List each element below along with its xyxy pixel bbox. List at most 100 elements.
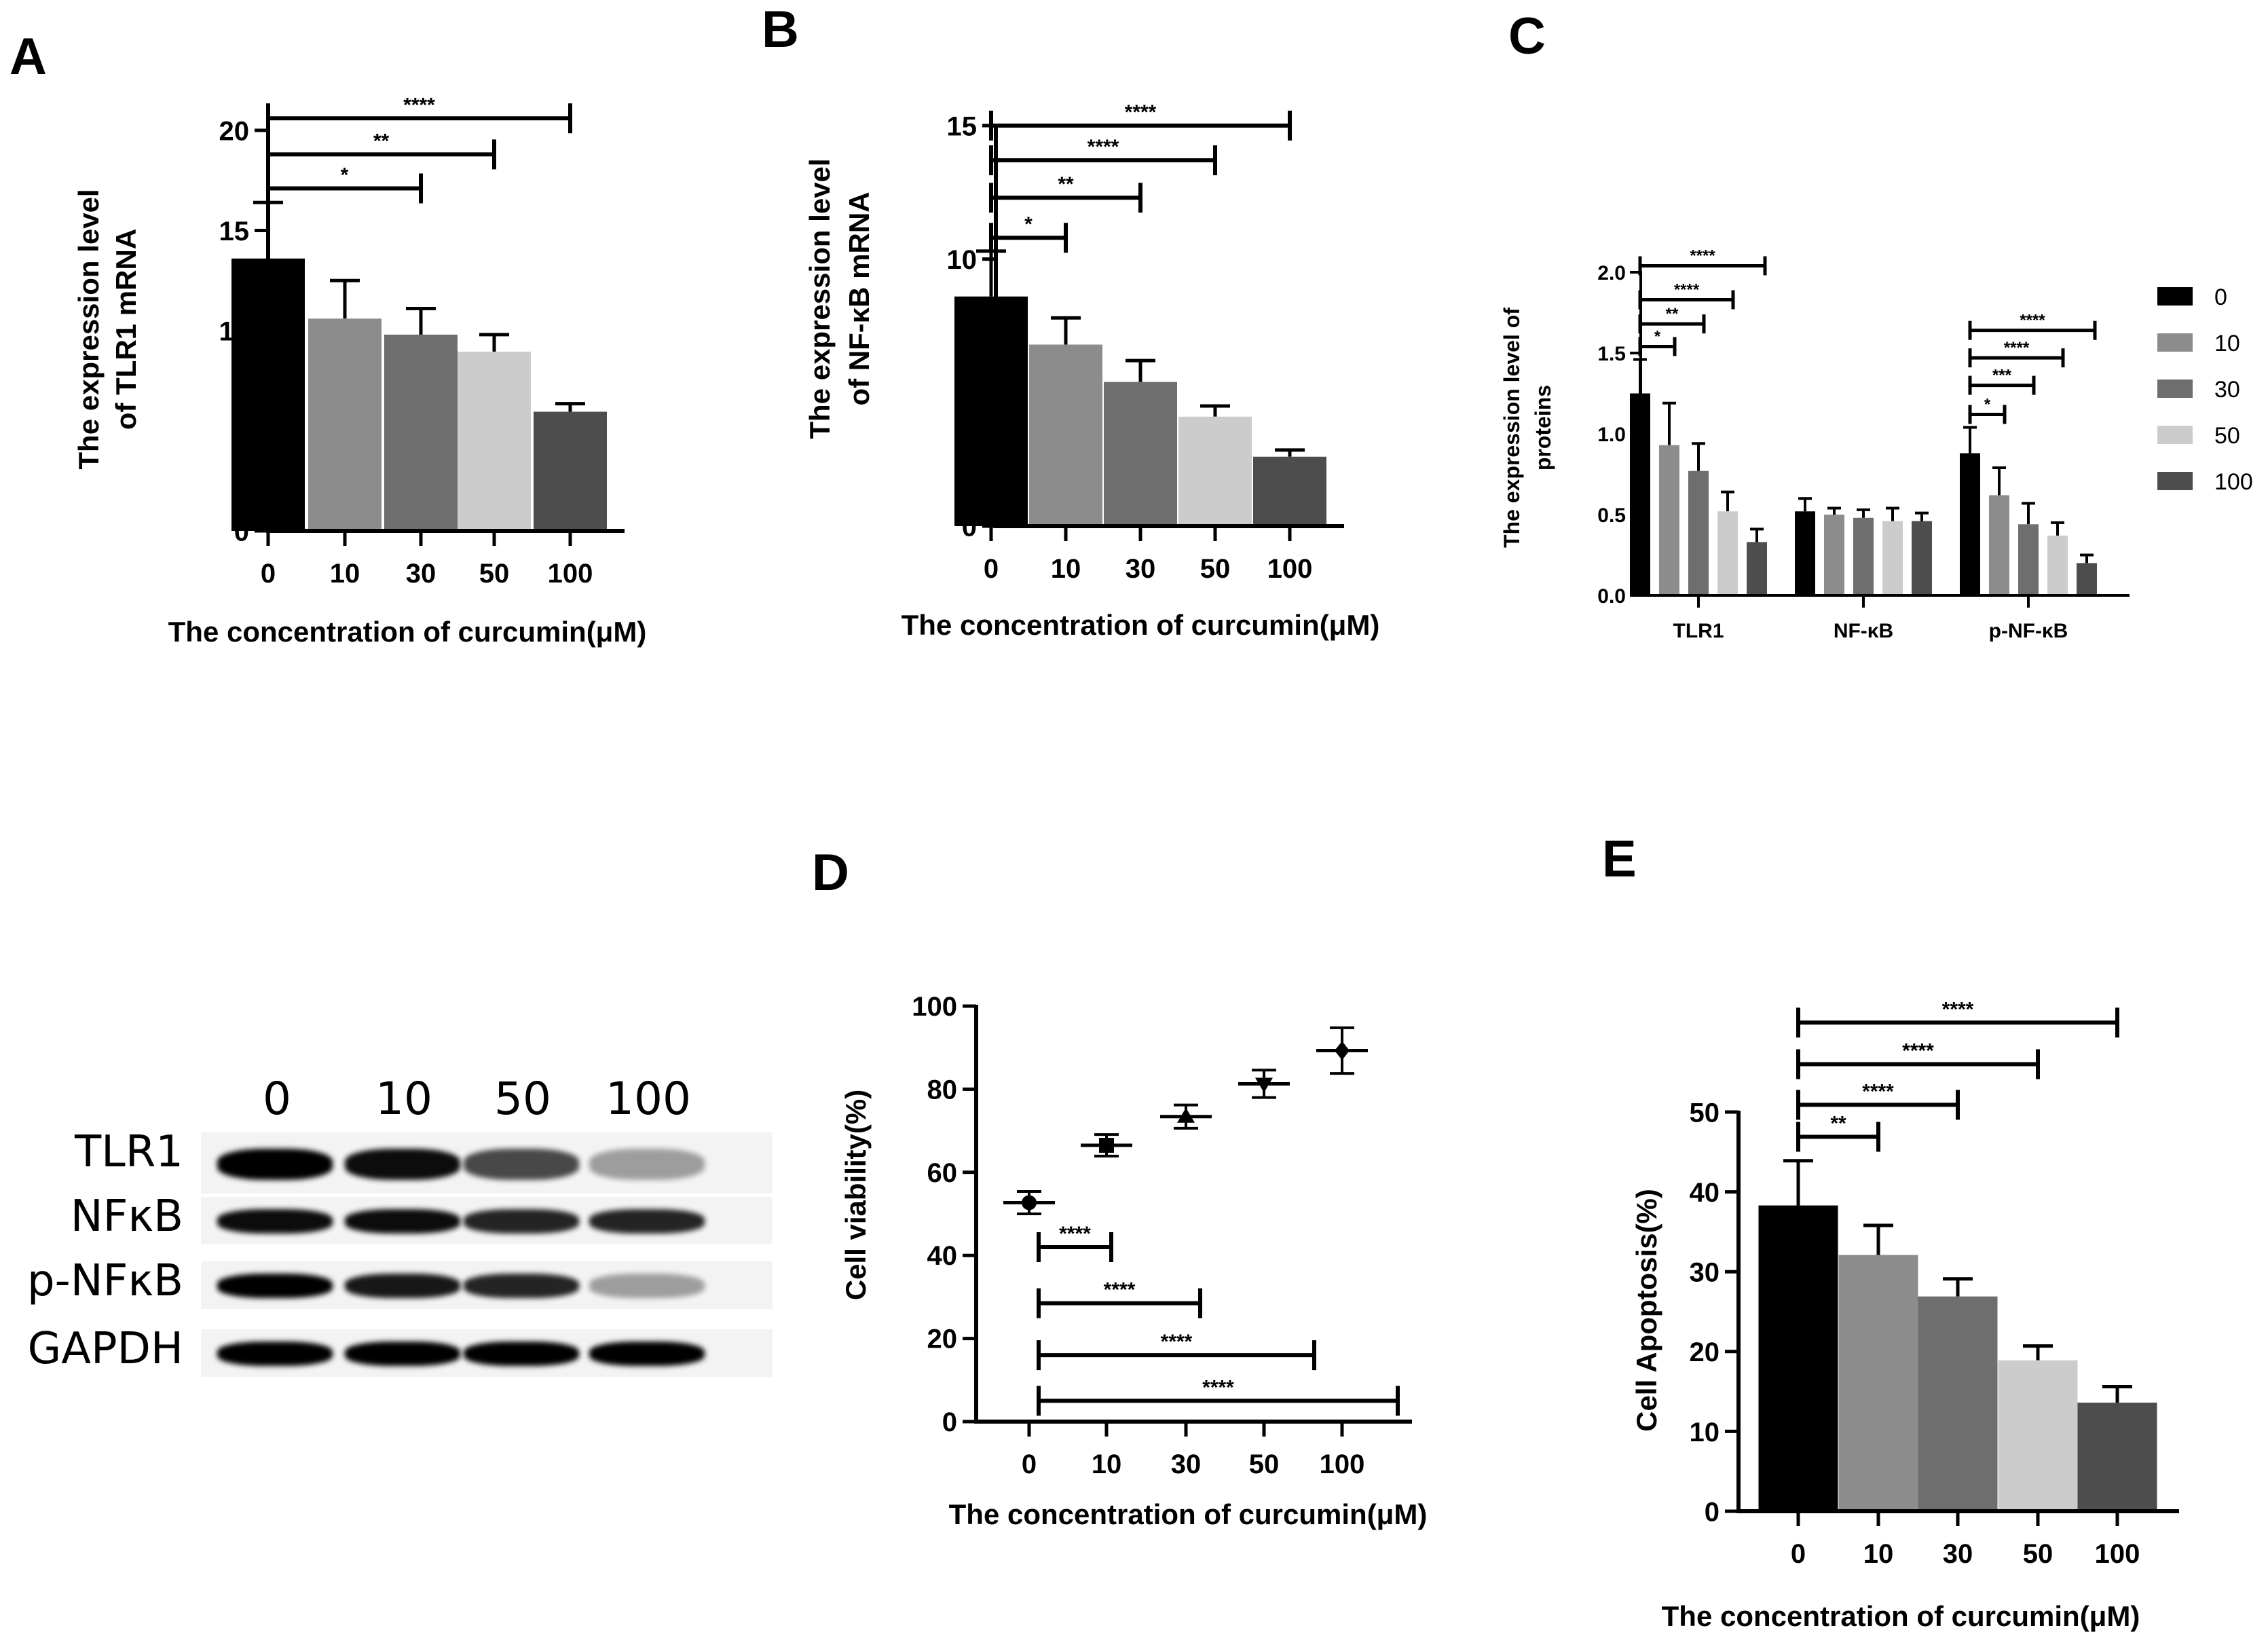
- significance-label: ****: [1202, 1376, 1234, 1399]
- x-tick-label: 0: [984, 554, 999, 584]
- significance-label: ****: [1087, 136, 1119, 158]
- panel-label-a: A: [10, 28, 47, 86]
- y-tick-label: 15: [947, 111, 978, 141]
- significance-label: ****: [1942, 998, 1974, 1020]
- blot-band: [217, 1341, 333, 1366]
- blot-band: [464, 1209, 579, 1234]
- blot-lane-label: 100: [606, 1073, 691, 1125]
- y-tick-label: 20: [219, 116, 250, 146]
- x-tick-label: 10: [1092, 1449, 1122, 1479]
- blot-lane-label: 10: [375, 1073, 432, 1125]
- y-axis-label: Cell Apoptosis(%): [1631, 1189, 1662, 1432]
- y-tick-label: 0: [942, 1407, 957, 1437]
- panel-label-e: E: [1602, 830, 1637, 888]
- legend-swatch-30: [2157, 380, 2193, 398]
- bar-C-TLR1-100: [1747, 542, 1767, 595]
- blot-lane-label: 0: [263, 1073, 291, 1125]
- x-tick-label: 50: [2023, 1539, 2053, 1569]
- blot-band: [217, 1149, 333, 1180]
- significance-label: ***: [1992, 367, 2012, 385]
- bar-C-TLR1-30: [1688, 470, 1709, 595]
- blot-row-label: p-NFκB: [26, 1256, 183, 1306]
- bar-A-30: [384, 334, 458, 531]
- marker-triangle-up: [1177, 1107, 1195, 1123]
- y-tick-label: 10: [1690, 1418, 1720, 1447]
- x-tick-label: 100: [1320, 1449, 1365, 1479]
- legend-label: 0: [2214, 284, 2227, 310]
- y-axis-label: The expression level: [73, 189, 105, 469]
- significance-label: ****: [1674, 280, 1700, 299]
- bar-A-10: [308, 318, 382, 531]
- y-tick-label: 0: [962, 512, 977, 542]
- x-axis-label: The concentration of curcumin(μM): [1662, 1600, 2140, 1632]
- western-blot: 0 10 50 100 TLR1 NFκB p-NFκB GAPDH: [0, 1018, 815, 1460]
- bar-B-0: [954, 296, 1028, 526]
- legend-label: 50: [2214, 423, 2240, 449]
- significance-label: **: [373, 130, 390, 152]
- bar-C-p-NF-κB-100: [2077, 563, 2097, 595]
- bar-C-NF-κB-30: [1853, 517, 1874, 595]
- y-axis-label: of NF-κB mRNA: [843, 191, 875, 405]
- significance-label: *: [1654, 327, 1661, 346]
- legend-label: 10: [2214, 331, 2240, 356]
- y-tick-label: 20: [927, 1325, 958, 1354]
- blot-row-label: GAPDH: [27, 1324, 183, 1374]
- bar-C-NF-κB-100: [1912, 521, 1932, 595]
- x-tick-label: 50: [1249, 1449, 1280, 1479]
- significance-label: *: [341, 164, 349, 187]
- significance-label: ****: [2020, 312, 2045, 330]
- marker-square: [1099, 1138, 1114, 1153]
- y-tick-label: 80: [927, 1075, 958, 1105]
- blot-band: [345, 1274, 460, 1298]
- blot-band: [345, 1341, 460, 1366]
- bar-E-0: [1758, 1205, 1838, 1511]
- x-tick-label: 10: [330, 559, 360, 589]
- blot-band: [589, 1149, 705, 1180]
- significance-label: *: [1024, 213, 1033, 236]
- bar-B-50: [1178, 416, 1252, 526]
- x-tick-label: 100: [1267, 554, 1313, 584]
- legend-label: 100: [2214, 469, 2253, 495]
- x-tick-label: 50: [479, 559, 510, 589]
- y-tick-label: 0.5: [1597, 504, 1626, 527]
- bar-C-NF-κB-0: [1795, 511, 1815, 595]
- x-tick-label: 100: [2095, 1539, 2140, 1569]
- x-tick-label: 10: [1863, 1539, 1894, 1569]
- significance-label: ****: [1104, 1279, 1136, 1301]
- panel-label-b: B: [762, 1, 799, 58]
- x-tick-label: 30: [1171, 1449, 1202, 1479]
- y-axis-label: Cell viability(%): [840, 1090, 872, 1300]
- blot-row-label: TLR1: [75, 1127, 183, 1177]
- bar-E-10: [1838, 1255, 1918, 1511]
- y-tick-label: 1.0: [1597, 424, 1626, 446]
- significance-label: **: [1830, 1112, 1846, 1134]
- bar-C-p-NF-κB-0: [1960, 453, 1980, 595]
- bar-E-50: [1998, 1360, 2078, 1511]
- bar-E-30: [1918, 1296, 1998, 1511]
- y-tick-label: 0.0: [1597, 585, 1626, 608]
- significance-label: ****: [1862, 1080, 1894, 1103]
- significance-label: ****: [1125, 101, 1157, 124]
- significance-label: ****: [1690, 246, 1715, 265]
- panel-label-d: D: [812, 844, 849, 902]
- y-tick-label: 50: [1690, 1098, 1720, 1128]
- bar-E-100: [2077, 1403, 2157, 1511]
- blot-band: [345, 1209, 460, 1234]
- legend-swatch-0: [2157, 287, 2193, 306]
- x-tick-label: NF-κB: [1834, 620, 1893, 642]
- y-tick-label: 10: [947, 245, 978, 275]
- marker-triangle-down: [1255, 1077, 1273, 1093]
- y-tick-label: 2.0: [1597, 262, 1626, 284]
- x-tick-label: 100: [548, 559, 593, 589]
- y-tick-label: 15: [219, 217, 250, 246]
- y-tick-label: 20: [1690, 1337, 1720, 1367]
- y-tick-label: 1.5: [1597, 343, 1626, 365]
- x-tick-label: TLR1: [1673, 620, 1724, 642]
- legend-swatch-100: [2157, 472, 2193, 490]
- legend-swatch-50: [2157, 426, 2193, 444]
- y-axis-label: of TLR1 mRNA: [110, 229, 142, 430]
- x-tick-label: 30: [406, 559, 436, 589]
- panel-label-c: C: [1508, 7, 1546, 65]
- x-tick-label: 0: [1791, 1539, 1806, 1569]
- blot-band: [217, 1209, 333, 1234]
